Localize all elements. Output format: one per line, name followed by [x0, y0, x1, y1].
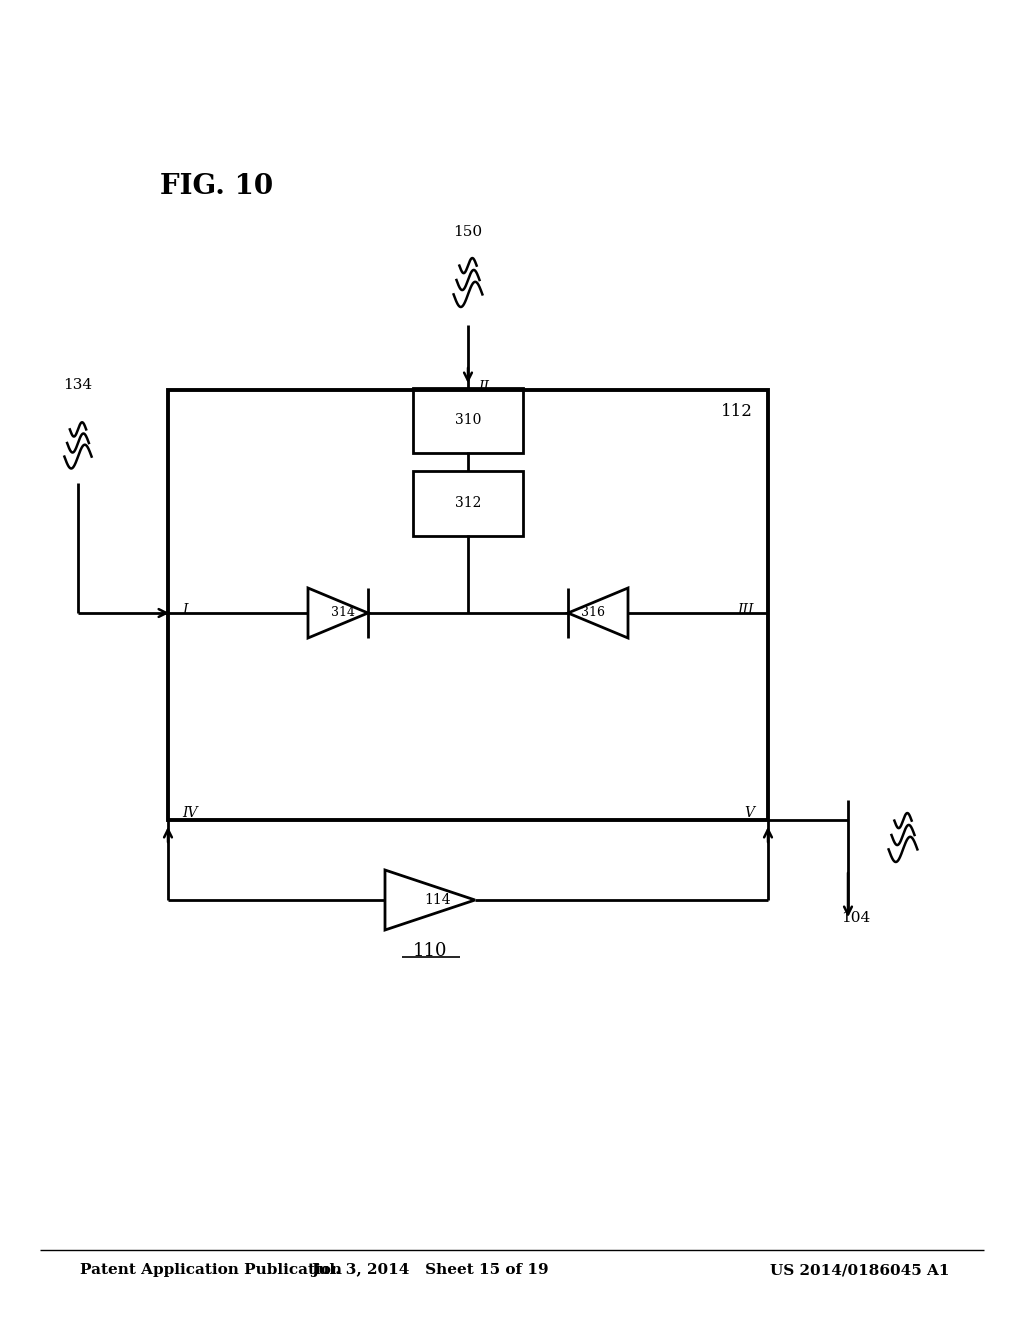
Text: 316: 316 — [581, 606, 605, 619]
Text: I: I — [182, 603, 187, 616]
Bar — [413, 471, 523, 536]
Text: 310: 310 — [455, 413, 481, 426]
Text: 110: 110 — [413, 942, 447, 960]
Text: V: V — [744, 807, 754, 820]
Text: Jul. 3, 2014   Sheet 15 of 19: Jul. 3, 2014 Sheet 15 of 19 — [311, 1263, 549, 1276]
Text: 134: 134 — [63, 378, 92, 392]
Text: US 2014/0186045 A1: US 2014/0186045 A1 — [770, 1263, 950, 1276]
Text: 104: 104 — [842, 911, 870, 925]
Text: 314: 314 — [331, 606, 355, 619]
Bar — [168, 389, 768, 820]
Text: FIG. 10: FIG. 10 — [160, 173, 273, 201]
Text: 150: 150 — [454, 224, 482, 239]
Bar — [413, 388, 523, 453]
Text: 312: 312 — [455, 496, 481, 510]
Text: Patent Application Publication: Patent Application Publication — [80, 1263, 342, 1276]
Text: IV: IV — [182, 807, 198, 820]
Text: 112: 112 — [721, 403, 753, 420]
Text: II: II — [478, 380, 489, 393]
Text: III: III — [737, 603, 754, 616]
Text: 114: 114 — [425, 894, 452, 907]
